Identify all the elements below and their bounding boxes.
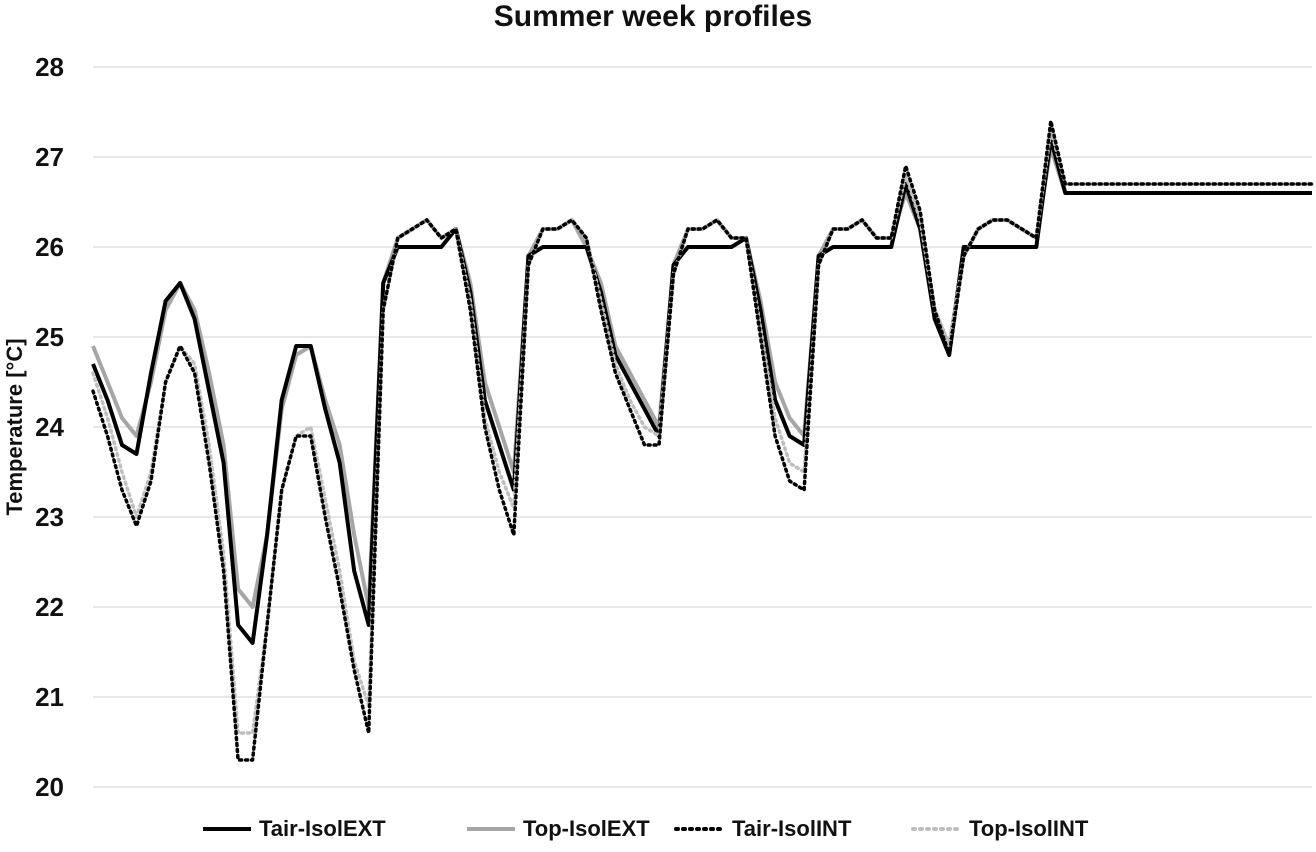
y-tick-label: 28 — [35, 52, 64, 82]
legend-item: Tair-IsolINT — [674, 816, 852, 841]
y-tick-label: 23 — [35, 502, 64, 532]
y-tick-label: 24 — [35, 412, 64, 442]
y-tick-label: 26 — [35, 232, 64, 262]
y-tick-label: 22 — [35, 592, 64, 622]
y-tick-label: 21 — [35, 682, 64, 712]
y-axis-ticks: 20 21 22 23 24 25 26 27 28 — [35, 52, 64, 802]
y-tick-label: 20 — [35, 772, 64, 802]
legend-label: Tair-IsolEXT — [259, 816, 386, 841]
series-line-tair-isolint — [91, 119, 1314, 762]
series-line-top-isolint — [91, 128, 1314, 735]
legend-item: Tair-IsolEXT — [203, 816, 386, 841]
legend-item: Top-IsolINT — [911, 816, 1089, 841]
gridlines — [93, 66, 1312, 788]
legend-label: Top-IsolINT — [969, 816, 1089, 841]
legend-label: Top-IsolEXT — [523, 816, 650, 841]
y-axis-label: Temperature [°C] — [2, 338, 27, 515]
series-lines — [91, 119, 1314, 762]
legend-item: Top-IsolEXT — [467, 816, 650, 841]
chart-title: Summer week profiles — [494, 0, 812, 33]
y-tick-label: 27 — [35, 142, 64, 172]
legend: Tair-IsolEXT Top-IsolEXT Tair-IsolINT Top-I… — [203, 816, 1089, 841]
legend-label: Tair-IsolINT — [732, 816, 852, 841]
y-tick-label: 25 — [35, 322, 64, 352]
series-line-tair-isolext — [91, 137, 1312, 645]
